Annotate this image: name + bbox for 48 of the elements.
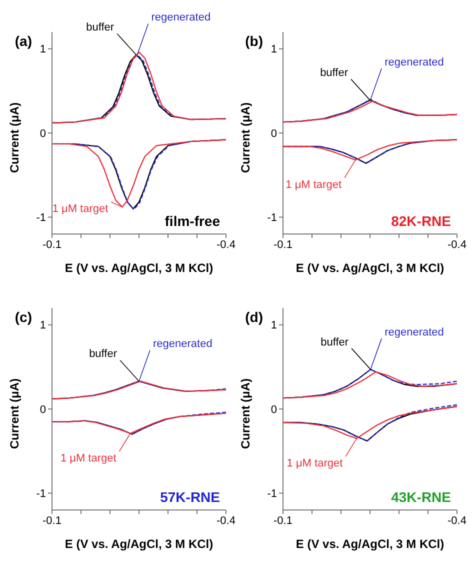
y-axis-title: Current (μA) [7, 378, 22, 449]
x-axis-title: E (V vs. Ag/AgCl, 3 M KCl) [64, 537, 214, 551]
text: buffer [89, 348, 118, 360]
y-tick-label: 1 [40, 320, 46, 332]
x-tick-label: -0.4 [216, 238, 236, 251]
y-axis-title: Current (μA) [7, 102, 22, 173]
x-tick-label: -0.4 [448, 514, 466, 527]
legend-label: 1 μM target [286, 457, 343, 470]
x-tick-label: -0.4 [448, 238, 466, 251]
y-tick-label: 0 [270, 404, 277, 416]
legend-label: 1 μM target [52, 203, 108, 215]
x-tick-label: -0.4 [216, 514, 236, 527]
text: buffer [320, 336, 349, 348]
y-axis-title: Current (μA) [238, 102, 252, 173]
chart-title: (b) [245, 33, 263, 49]
y-tick-label: -1 [36, 488, 46, 500]
y-tick-label: -1 [267, 488, 277, 500]
text: regenerated [153, 338, 212, 350]
chart-title: (c) [14, 309, 32, 325]
annotation: 82K-RNE [391, 213, 451, 229]
annotation: 57K-RNE [160, 489, 220, 505]
chart-title: (d) [245, 309, 263, 325]
x-axis-title: E (V vs. Ag/AgCl, 3 M KCl) [296, 537, 444, 551]
y-tick-label: 1 [270, 320, 277, 332]
x-axis-title: E (V vs. Ag/AgCl, 3 M KCl) [296, 261, 444, 275]
x-axis-title: E (V vs. Ag/AgCl, 3 M KCl) [64, 261, 214, 275]
y-tick-label: -1 [267, 212, 277, 224]
y-tick-label: 1 [270, 44, 277, 56]
y-tick-label: 0 [270, 128, 277, 140]
y-tick-label: 0 [40, 128, 46, 140]
annotation: 43K-RNE [391, 489, 451, 505]
x-tick-label: -0.1 [274, 514, 292, 527]
x-tick-label: -0.1 [42, 514, 62, 527]
text: buffer [320, 67, 348, 80]
text: regenerated [384, 326, 444, 338]
y-axis-title: Current (μA) [238, 378, 252, 449]
text: regenerated [384, 56, 444, 68]
text: regenerated [151, 12, 211, 24]
y-tick-label: 1 [40, 44, 46, 56]
annotation: film-free [164, 213, 220, 229]
legend-label: 1 μM target [60, 452, 116, 464]
legend-label: 1 μM target [286, 178, 342, 191]
x-tick-label: -0.1 [42, 238, 62, 251]
chart-title: (a) [14, 33, 32, 49]
x-tick-label: -0.1 [274, 238, 292, 251]
y-tick-label: -1 [36, 212, 46, 224]
y-tick-label: 0 [40, 404, 46, 416]
text: buffer [86, 22, 114, 34]
